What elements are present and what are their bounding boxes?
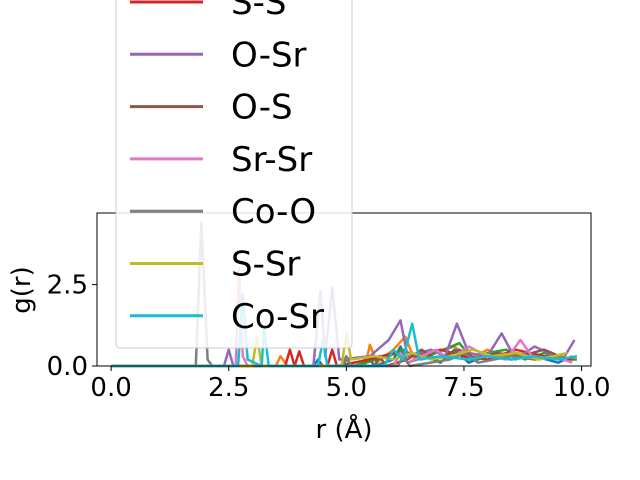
- legend-label-co-sr: Co-Sr: [231, 297, 324, 337]
- legend-label-o-s: O-S: [231, 88, 293, 128]
- legend-label-sr-sr: Sr-Sr: [231, 140, 312, 180]
- x-axis-title: r (Å): [315, 413, 372, 445]
- legend-label-o-sr: O-Sr: [231, 35, 307, 75]
- x-axis: 0.0 2.5 5.0 7.5 10.0: [90, 366, 611, 403]
- x-tick-label: 2.5: [208, 373, 249, 403]
- legend-frame: [115, 0, 353, 349]
- x-tick-label: 0.0: [90, 373, 131, 403]
- x-tick-label: 5.0: [326, 373, 367, 403]
- series-line-co-sr: [111, 293, 578, 368]
- y-axis: 0.0 2.5: [47, 271, 97, 382]
- legend-label-co-o: Co-O: [231, 192, 316, 232]
- legend: S-S O-Sr O-S Sr-Sr Co-O S-Sr Co-Sr: [115, 0, 353, 349]
- x-tick-label: 7.5: [443, 373, 484, 403]
- y-axis-title: g(r): [7, 266, 37, 313]
- y-tick-label: 0.0: [47, 352, 88, 382]
- y-tick-label: 2.5: [47, 271, 88, 301]
- x-tick-label: 10.0: [553, 373, 611, 403]
- legend-label-s-s: S-S: [231, 0, 286, 23]
- legend-label-s-sr: S-Sr: [231, 245, 300, 285]
- series-line-s-sr: [111, 332, 568, 368]
